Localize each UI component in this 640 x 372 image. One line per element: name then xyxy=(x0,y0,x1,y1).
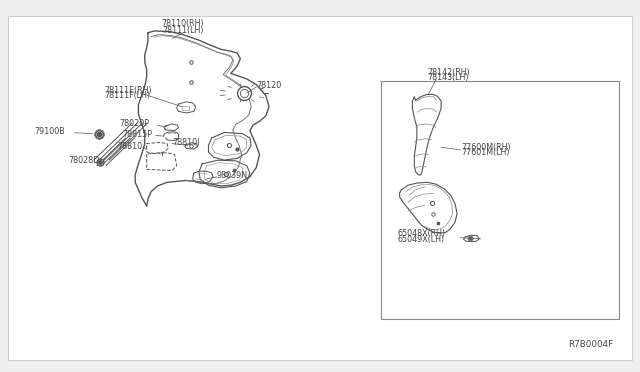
Text: 78142(RH): 78142(RH) xyxy=(427,68,470,77)
Text: 77600M(RH): 77600M(RH) xyxy=(461,143,511,152)
Text: 78815P: 78815P xyxy=(122,130,152,139)
Text: 78111(LH): 78111(LH) xyxy=(163,26,204,35)
Text: 78111F(LH): 78111F(LH) xyxy=(104,91,150,100)
Text: 78111E(RH): 78111E(RH) xyxy=(104,86,152,94)
Text: 78810: 78810 xyxy=(117,142,143,151)
Text: 78110(RH): 78110(RH) xyxy=(162,19,204,28)
Text: 78143(LH): 78143(LH) xyxy=(427,73,468,82)
Text: 77601M(LH): 77601M(LH) xyxy=(461,148,510,157)
Text: 65049X(LH): 65049X(LH) xyxy=(397,235,445,244)
Text: 78120: 78120 xyxy=(256,81,282,90)
Text: 78028D: 78028D xyxy=(68,156,100,166)
FancyBboxPatch shape xyxy=(8,16,632,359)
Text: 65048X(RH): 65048X(RH) xyxy=(397,230,446,238)
Text: 98039N: 98039N xyxy=(217,171,248,180)
Text: 78810J: 78810J xyxy=(172,138,200,147)
Text: R7B0004F: R7B0004F xyxy=(568,340,613,349)
Text: 78020P: 78020P xyxy=(119,119,149,128)
Text: 79100B: 79100B xyxy=(35,127,65,136)
Bar xyxy=(381,81,620,319)
